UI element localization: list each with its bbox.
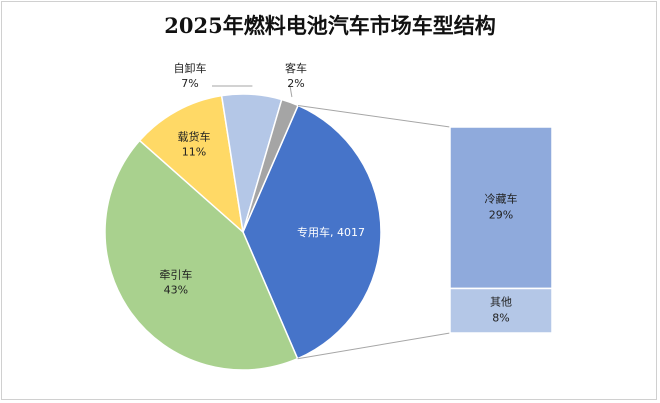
pie-slice-5 (242, 98, 300, 233)
breakdown-label-1: 冷藏车 (485, 192, 518, 206)
slice-label-1: 专用车, 4017 (297, 225, 365, 239)
breakdown-pct-1: 29% (489, 209, 513, 222)
slice-label-5: 客车 (285, 61, 307, 75)
chart-title: 2025年燃料电池汽车市场车型结构 (164, 13, 496, 38)
slice-pct-5: 2% (287, 77, 304, 90)
slice-pct-2: 43% (164, 284, 188, 297)
connector-bottom (297, 332, 451, 360)
breakdown-label-2: 其他 (490, 296, 512, 309)
slice-pct-4: 7% (181, 77, 198, 90)
pie-slice-3 (138, 94, 245, 234)
slice-label-3: 载货车 (178, 129, 211, 143)
leader-line-5 (289, 85, 293, 98)
connector-top (297, 104, 451, 128)
breakdown-pct-2: 8% (492, 312, 509, 325)
slice-label-2: 牵引车 (159, 268, 192, 282)
breakdown-bar-2 (449, 287, 553, 334)
pie-slice-1 (242, 104, 382, 360)
pie-slice-2 (104, 139, 299, 371)
slice-pct-3: 11% (182, 145, 206, 158)
breakdown-bar-1 (449, 126, 553, 290)
slice-label-4: 自卸车 (174, 61, 207, 75)
